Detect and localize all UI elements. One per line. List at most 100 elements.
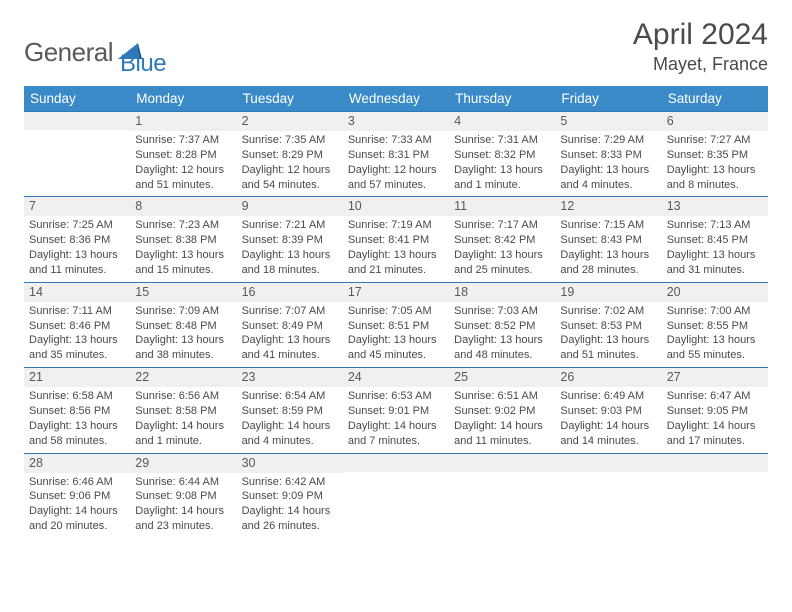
sunset-text: Sunset: 9:05 PM — [667, 404, 763, 419]
day-number: 29 — [130, 454, 236, 473]
sunset-text: Sunset: 8:42 PM — [454, 233, 550, 248]
dayname-row: SundayMondayTuesdayWednesdayThursdayFrid… — [24, 86, 768, 112]
day-content: Sunrise: 6:44 AMSunset: 9:08 PMDaylight:… — [130, 473, 236, 538]
sunset-text: Sunset: 8:28 PM — [135, 148, 231, 163]
sunrise-text: Sunrise: 7:31 AM — [454, 133, 550, 148]
day-number: 9 — [237, 197, 343, 216]
sunset-text: Sunset: 8:56 PM — [29, 404, 125, 419]
daylight-text: Daylight: 13 hours and 55 minutes. — [667, 333, 763, 363]
blank-cell — [24, 112, 130, 197]
blank-cell — [343, 453, 449, 538]
sunset-text: Sunset: 9:09 PM — [242, 489, 338, 504]
dayname-tuesday: Tuesday — [237, 86, 343, 112]
day-number: 28 — [24, 454, 130, 473]
sunset-text: Sunset: 8:59 PM — [242, 404, 338, 419]
day-number: 24 — [343, 368, 449, 387]
dayname-sunday: Sunday — [24, 86, 130, 112]
sunset-text: Sunset: 8:36 PM — [29, 233, 125, 248]
daylight-text: Daylight: 13 hours and 35 minutes. — [29, 333, 125, 363]
sunset-text: Sunset: 8:35 PM — [667, 148, 763, 163]
sunrise-text: Sunrise: 6:56 AM — [135, 389, 231, 404]
day-content: Sunrise: 7:27 AMSunset: 8:35 PMDaylight:… — [662, 131, 768, 196]
day-number: 27 — [662, 368, 768, 387]
day-number: 3 — [343, 112, 449, 131]
daylight-text: Daylight: 13 hours and 51 minutes. — [560, 333, 656, 363]
blank-daynum — [24, 112, 130, 130]
day-content: Sunrise: 7:35 AMSunset: 8:29 PMDaylight:… — [237, 131, 343, 196]
day-cell: 17Sunrise: 7:05 AMSunset: 8:51 PMDayligh… — [343, 282, 449, 367]
sunrise-text: Sunrise: 6:44 AM — [135, 475, 231, 490]
sunset-text: Sunset: 8:38 PM — [135, 233, 231, 248]
dayname-wednesday: Wednesday — [343, 86, 449, 112]
sunrise-text: Sunrise: 7:09 AM — [135, 304, 231, 319]
sunrise-text: Sunrise: 6:46 AM — [29, 475, 125, 490]
week-row: 28Sunrise: 6:46 AMSunset: 9:06 PMDayligh… — [24, 453, 768, 538]
sunrise-text: Sunrise: 6:51 AM — [454, 389, 550, 404]
day-number: 11 — [449, 197, 555, 216]
daylight-text: Daylight: 14 hours and 20 minutes. — [29, 504, 125, 534]
sunset-text: Sunset: 8:52 PM — [454, 319, 550, 334]
sunrise-text: Sunrise: 7:23 AM — [135, 218, 231, 233]
sunset-text: Sunset: 8:29 PM — [242, 148, 338, 163]
sunrise-text: Sunrise: 6:42 AM — [242, 475, 338, 490]
daylight-text: Daylight: 13 hours and 58 minutes. — [29, 419, 125, 449]
day-cell: 9Sunrise: 7:21 AMSunset: 8:39 PMDaylight… — [237, 197, 343, 282]
day-number: 15 — [130, 283, 236, 302]
day-number: 25 — [449, 368, 555, 387]
day-cell: 13Sunrise: 7:13 AMSunset: 8:45 PMDayligh… — [662, 197, 768, 282]
day-cell: 25 Sunrise: 6:51 AMSunset: 9:02 PMDayligh… — [449, 368, 555, 453]
day-number: 4 — [449, 112, 555, 131]
sunrise-text: Sunrise: 7:37 AM — [135, 133, 231, 148]
day-cell: 11Sunrise: 7:17 AMSunset: 8:42 PMDayligh… — [449, 197, 555, 282]
day-cell: 7Sunrise: 7:25 AMSunset: 8:36 PMDaylight… — [24, 197, 130, 282]
sunset-text: Sunset: 8:55 PM — [667, 319, 763, 334]
sunset-text: Sunset: 8:45 PM — [667, 233, 763, 248]
daylight-text: Daylight: 13 hours and 25 minutes. — [454, 248, 550, 278]
day-number: 12 — [555, 197, 661, 216]
day-number: 30 — [237, 454, 343, 473]
week-row: 1Sunrise: 7:37 AMSunset: 8:28 PMDaylight… — [24, 112, 768, 197]
day-cell: 5Sunrise: 7:29 AMSunset: 8:33 PMDaylight… — [555, 112, 661, 197]
day-content: Sunrise: 6:47 AMSunset: 9:05 PMDaylight:… — [662, 387, 768, 452]
header: General Blue April 2024 Mayet, France — [24, 18, 768, 78]
sunset-text: Sunset: 8:53 PM — [560, 319, 656, 334]
sunrise-text: Sunrise: 7:15 AM — [560, 218, 656, 233]
day-cell: 6Sunrise: 7:27 AMSunset: 8:35 PMDaylight… — [662, 112, 768, 197]
day-cell: 10Sunrise: 7:19 AMSunset: 8:41 PMDayligh… — [343, 197, 449, 282]
sunset-text: Sunset: 8:46 PM — [29, 319, 125, 334]
sunrise-text: Sunrise: 6:58 AM — [29, 389, 125, 404]
day-cell: 12Sunrise: 7:15 AMSunset: 8:43 PMDayligh… — [555, 197, 661, 282]
day-content: Sunrise: 6:58 AMSunset: 8:56 PMDaylight:… — [24, 387, 130, 452]
day-content: Sunrise: 6:54 AMSunset: 8:59 PMDaylight:… — [237, 387, 343, 452]
month-title: April 2024 — [633, 18, 768, 52]
daylight-text: Daylight: 13 hours and 15 minutes. — [135, 248, 231, 278]
day-content: Sunrise: 7:03 AMSunset: 8:52 PMDaylight:… — [449, 302, 555, 367]
daylight-text: Daylight: 13 hours and 4 minutes. — [560, 163, 656, 193]
day-content: Sunrise: 7:17 AMSunset: 8:42 PMDaylight:… — [449, 216, 555, 281]
dayname-friday: Friday — [555, 86, 661, 112]
day-number: 14 — [24, 283, 130, 302]
day-number: 2 — [237, 112, 343, 131]
sunrise-text: Sunrise: 7:25 AM — [29, 218, 125, 233]
daylight-text: Daylight: 14 hours and 23 minutes. — [135, 504, 231, 534]
sunset-text: Sunset: 8:43 PM — [560, 233, 656, 248]
daylight-text: Daylight: 14 hours and 11 minutes. — [454, 419, 550, 449]
day-cell: 14 Sunrise: 7:11 AMSunset: 8:46 PMDayligh… — [24, 282, 130, 367]
sunset-text: Sunset: 8:48 PM — [135, 319, 231, 334]
week-row: 7Sunrise: 7:25 AMSunset: 8:36 PMDaylight… — [24, 197, 768, 282]
sunset-text: Sunset: 9:02 PM — [454, 404, 550, 419]
sunrise-text: Sunrise: 7:11 AM — [29, 304, 125, 319]
day-cell: 26Sunrise: 6:49 AMSunset: 9:03 PMDayligh… — [555, 368, 661, 453]
day-content: Sunrise: 7:07 AMSunset: 8:49 PMDaylight:… — [237, 302, 343, 367]
day-cell: 28Sunrise: 6:46 AMSunset: 9:06 PMDayligh… — [24, 453, 130, 538]
daylight-text: Daylight: 13 hours and 48 minutes. — [454, 333, 550, 363]
sunrise-text: Sunrise: 6:49 AM — [560, 389, 656, 404]
sunset-text: Sunset: 8:49 PM — [242, 319, 338, 334]
blank-cell — [662, 453, 768, 538]
day-cell: 23Sunrise: 6:54 AMSunset: 8:59 PMDayligh… — [237, 368, 343, 453]
day-content: Sunrise: 7:19 AMSunset: 8:41 PMDaylight:… — [343, 216, 449, 281]
day-cell: 24Sunrise: 6:53 AMSunset: 9:01 PMDayligh… — [343, 368, 449, 453]
day-cell: 1Sunrise: 7:37 AMSunset: 8:28 PMDaylight… — [130, 112, 236, 197]
day-cell: 2Sunrise: 7:35 AMSunset: 8:29 PMDaylight… — [237, 112, 343, 197]
daylight-text: Daylight: 13 hours and 45 minutes. — [348, 333, 444, 363]
